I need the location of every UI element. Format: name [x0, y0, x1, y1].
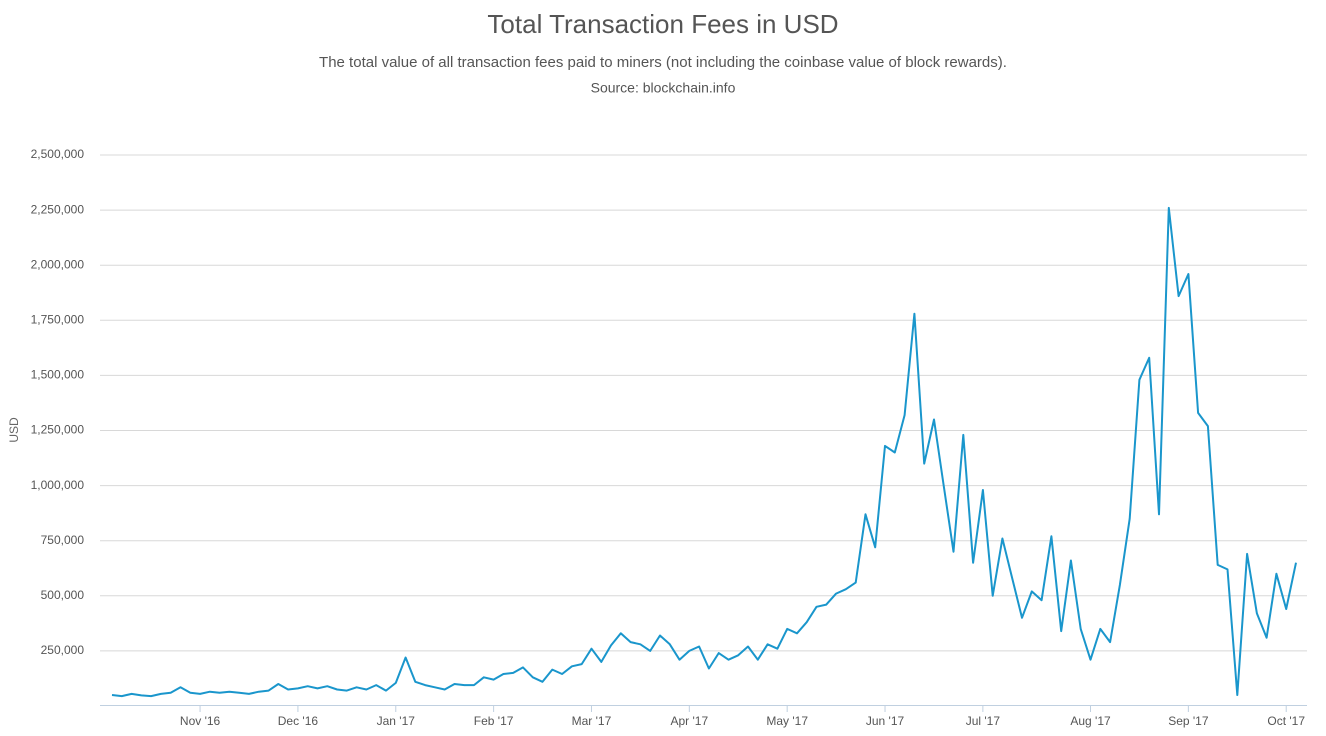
x-tick-label: Nov '16 [180, 714, 221, 728]
chart-source: Source: blockchain.info [591, 80, 736, 96]
y-tick-label: 250,000 [41, 643, 85, 657]
x-tick-label: Jul '17 [966, 714, 1001, 728]
y-tick-label: 1,750,000 [31, 312, 85, 326]
y-tick-label: 1,250,000 [31, 423, 85, 437]
y-tick-label: 750,000 [41, 533, 85, 547]
x-tick-label: Apr '17 [670, 714, 708, 728]
x-tick-label: Jun '17 [866, 714, 905, 728]
y-tick-label: 2,500,000 [31, 147, 85, 161]
x-tick-label: May '17 [766, 714, 808, 728]
chart-title: Total Transaction Fees in USD [487, 9, 838, 39]
x-tick-label: Oct '17 [1267, 714, 1305, 728]
x-tick-label: Sep '17 [1168, 714, 1209, 728]
x-tick-label: Feb '17 [474, 714, 514, 728]
x-tick-label: Jan '17 [377, 714, 416, 728]
y-tick-label: 2,000,000 [31, 257, 85, 271]
x-tick-label: Aug '17 [1070, 714, 1111, 728]
x-tick-label: Dec '16 [278, 714, 319, 728]
y-tick-label: 1,000,000 [31, 478, 85, 492]
y-tick-label: 2,250,000 [31, 202, 85, 216]
data-line [111, 206, 1297, 698]
x-tick-label: Mar '17 [572, 714, 612, 728]
y-tick-label: 500,000 [41, 588, 85, 602]
y-tick-label: 1,500,000 [31, 368, 85, 382]
y-axis-label: USD [7, 417, 21, 443]
chart-subtitle: The total value of all transaction fees … [319, 54, 1007, 71]
